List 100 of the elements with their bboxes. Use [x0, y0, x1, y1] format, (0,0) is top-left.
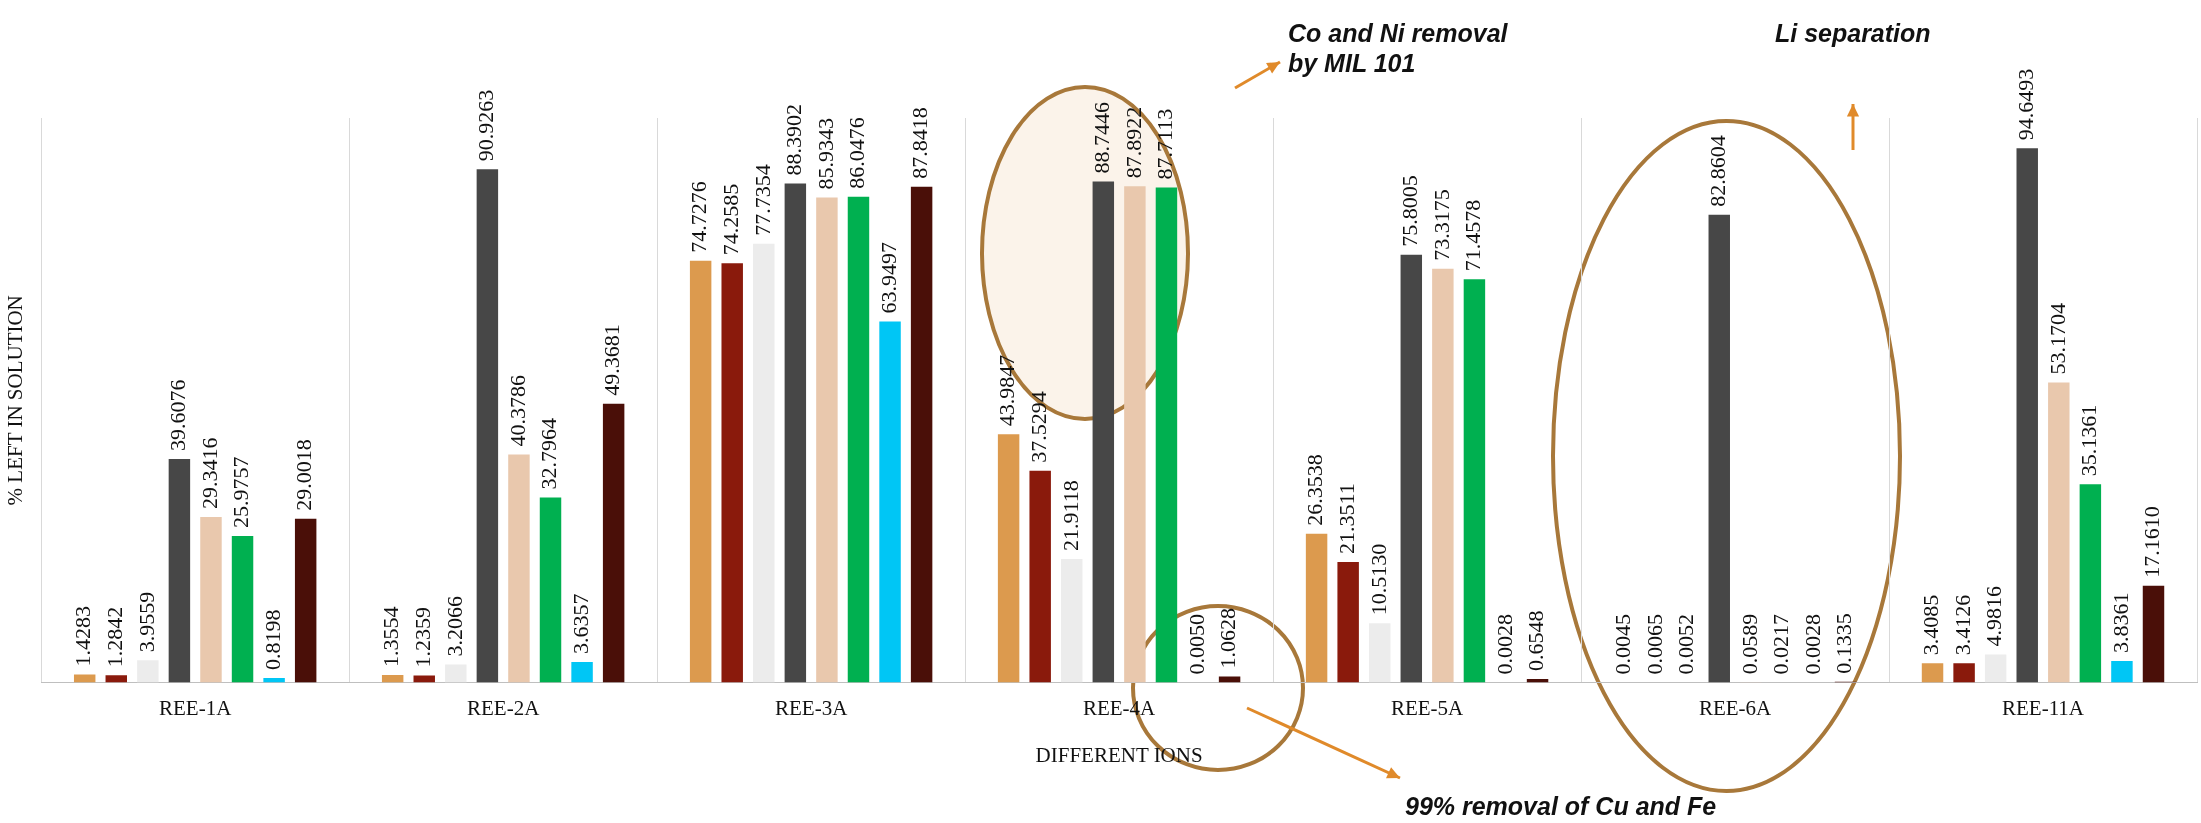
bar: [1155, 187, 1178, 683]
bar: [910, 186, 933, 683]
data-label: 0.0052: [1673, 614, 1699, 675]
data-label: 88.7446: [1089, 102, 1115, 174]
data-label: 1.4283: [70, 606, 96, 667]
data-label: 3.8361: [2107, 592, 2133, 653]
text: Li separation: [1775, 18, 1932, 48]
data-label: 73.3175: [1428, 189, 1454, 261]
data-label: 90.9263: [473, 89, 499, 162]
data-label: 0.0028: [1799, 614, 1825, 675]
data-label: 53.1704: [2044, 302, 2070, 375]
bar: [2079, 484, 2102, 683]
data-label: 10.5130: [1365, 543, 1391, 616]
data-label: 17.1610: [2139, 506, 2165, 578]
bar: [721, 263, 743, 683]
data-label: 39.6076: [165, 379, 191, 451]
bar: [879, 321, 901, 683]
bar: [1368, 623, 1391, 683]
data-label: 0.0050: [1183, 614, 1209, 675]
data-label: 94.6493: [2013, 68, 2039, 141]
bar: [1337, 562, 1359, 683]
bar: [1432, 268, 1454, 683]
bar: [847, 196, 870, 683]
bar: [294, 518, 317, 683]
text: 99% removal of Cu and Fe: [1405, 791, 1718, 821]
data-label: 74.2585: [717, 183, 743, 256]
bar: [168, 458, 191, 683]
data-label: 26.3538: [1302, 454, 1328, 526]
data-label: 0.0217: [1768, 613, 1794, 675]
data-label: 82.8604: [1705, 135, 1731, 207]
data-label: 87.8922: [1120, 106, 1146, 179]
bar: [1305, 533, 1328, 683]
bar: [784, 183, 807, 683]
bar: [689, 260, 712, 683]
y-axis-title: % LEFT IN SOLUTION: [3, 295, 28, 506]
x-tick-label: REE-11A: [2001, 695, 2085, 720]
data-label: 37.5294: [1025, 391, 1051, 463]
data-label: 86.0476: [844, 117, 870, 189]
bar: [602, 403, 625, 683]
data-label: 77.7354: [749, 164, 775, 236]
bar: [1953, 663, 1975, 683]
data-label: 1.3554: [378, 606, 404, 667]
bar: [2016, 148, 2038, 683]
data-label: 0.1335: [1831, 613, 1857, 674]
bar: [1708, 214, 1730, 683]
data-label: 74.7276: [686, 181, 712, 253]
bar: [137, 660, 159, 683]
x-tick-label: REE-2A: [466, 695, 541, 720]
bar: [997, 434, 1020, 683]
data-label: 43.9847: [994, 354, 1020, 427]
data-label: 32.7964: [536, 417, 562, 490]
bar: [2111, 660, 2133, 683]
bar: [1092, 181, 1115, 683]
data-label: 21.3511: [1333, 483, 1359, 555]
data-label: 3.9559: [133, 591, 159, 653]
data-label: 71.4578: [1460, 199, 1486, 272]
data-label: 0.0028: [1491, 614, 1517, 675]
bar: [2142, 585, 2165, 683]
bar: [2048, 382, 2070, 683]
data-label: 4.9816: [1981, 585, 2007, 647]
bar: [816, 197, 838, 683]
bar: [508, 454, 530, 683]
bar: [1400, 254, 1423, 683]
bar: [1061, 558, 1083, 683]
data-label: 0.6548: [1523, 610, 1549, 671]
data-label: 0.8198: [259, 609, 285, 670]
data-label: 49.3681: [599, 324, 625, 396]
bar: [1921, 663, 1944, 683]
data-label: 0.0589: [1736, 613, 1762, 675]
bar: [381, 674, 404, 683]
data-label: 75.8005: [1397, 175, 1423, 247]
bar: [200, 516, 222, 683]
data-label: 1.0628: [1215, 608, 1241, 669]
data-label: 87.8418: [907, 107, 933, 179]
x-tick-label: REE-3A: [774, 695, 849, 720]
data-label: 0.0045: [1610, 614, 1636, 675]
data-label: 88.3902: [781, 104, 807, 176]
bar: [1029, 470, 1051, 683]
bar: [476, 169, 499, 683]
bar: [539, 497, 562, 683]
bar: [1463, 279, 1486, 683]
data-label: 87.7113: [1152, 108, 1178, 180]
bar: [231, 535, 254, 683]
bar: [445, 664, 467, 683]
data-label: 35.1361: [2076, 404, 2102, 477]
data-label: 1.2842: [102, 606, 128, 668]
bar: [571, 662, 593, 683]
data-label: 3.2066: [441, 596, 467, 657]
bar: [1124, 186, 1146, 683]
data-label: 3.4126: [1949, 594, 1975, 656]
bar: [753, 243, 775, 683]
data-label: 3.4085: [1918, 594, 1944, 656]
data-label: 85.9343: [812, 117, 838, 190]
x-tick-label: REE-6A: [1698, 695, 1773, 720]
data-label: 3.6357: [567, 593, 593, 655]
x-tick-label: REE-5A: [1390, 695, 1465, 720]
bar: [1984, 654, 2007, 683]
x-tick-label: REE-1A: [159, 695, 233, 720]
text: Co and Ni removal by MIL 101: [1288, 18, 1508, 78]
data-label: 21.9118: [1057, 480, 1083, 551]
